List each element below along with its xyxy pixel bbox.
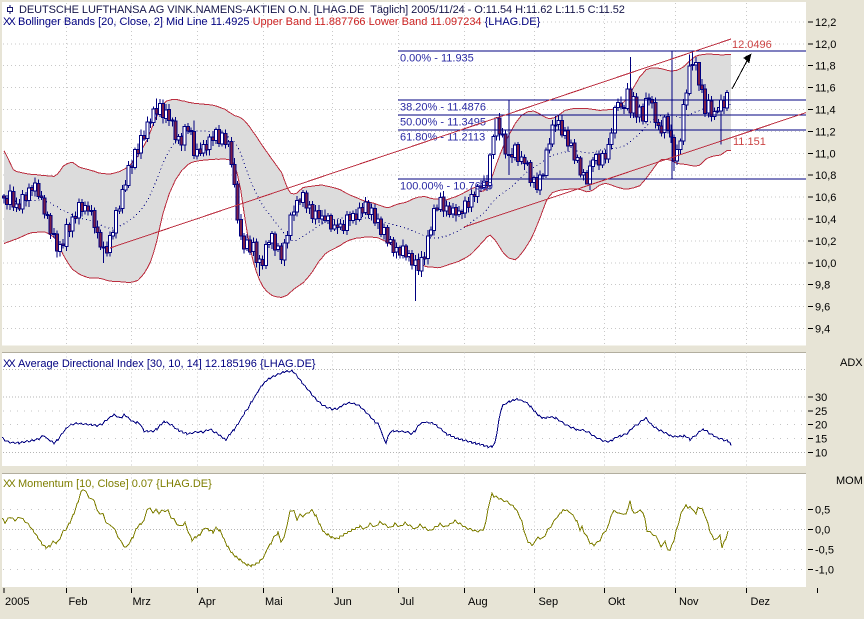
svg-text:Sep: Sep [539, 596, 559, 608]
svg-text:Mai: Mai [265, 596, 283, 608]
svg-text:12,2: 12,2 [815, 17, 836, 29]
svg-text:10,0: 10,0 [815, 258, 836, 270]
svg-text:Aug: Aug [468, 596, 488, 608]
svg-text:12,0: 12,0 [815, 39, 836, 51]
svg-text:MOM: MOM [836, 475, 863, 487]
svg-text:10,6: 10,6 [815, 192, 836, 204]
svg-text:Momentum [10, Close] 0.07 {LHA: Momentum [10, Close] 0.07 {LHAG.DE} [18, 478, 212, 490]
svg-text:Jun: Jun [334, 596, 352, 608]
svg-text:9,6: 9,6 [815, 302, 830, 314]
svg-text:0,0: 0,0 [815, 525, 830, 537]
svg-text:30: 30 [815, 392, 827, 404]
svg-text:10,2: 10,2 [815, 236, 836, 248]
svg-text:Mrz: Mrz [133, 596, 151, 608]
svg-text:Apr: Apr [199, 596, 216, 608]
svg-text:9,8: 9,8 [815, 280, 830, 292]
svg-text:15: 15 [815, 434, 827, 446]
svg-text:11,0: 11,0 [815, 148, 836, 160]
svg-text:11,4: 11,4 [815, 105, 836, 117]
svg-text:25: 25 [815, 406, 827, 418]
svg-text:10,8: 10,8 [815, 170, 836, 182]
svg-text:38.20% - 11.4876: 38.20% - 11.4876 [400, 101, 486, 113]
svg-text:61.80% - 11.2113: 61.80% - 11.2113 [400, 132, 485, 144]
svg-text:-0,5: -0,5 [815, 545, 834, 557]
svg-text:10,4: 10,4 [815, 214, 836, 226]
svg-text:2005: 2005 [5, 596, 29, 608]
svg-text:11,6: 11,6 [815, 83, 836, 95]
svg-text:-1,0: -1,0 [815, 565, 834, 577]
svg-text:12.0496: 12.0496 [732, 39, 772, 51]
svg-text:Nov: Nov [679, 596, 699, 608]
svg-text:Okt: Okt [608, 596, 625, 608]
svg-text:50.00% - 11.3495: 50.00% - 11.3495 [400, 117, 486, 129]
svg-text:9,4: 9,4 [815, 324, 830, 336]
svg-text:Feb: Feb [69, 596, 88, 608]
svg-text:11,8: 11,8 [815, 61, 836, 73]
svg-text:10: 10 [815, 447, 827, 459]
svg-text:11.151: 11.151 [733, 136, 766, 148]
svg-text:0,5: 0,5 [815, 505, 830, 517]
svg-text:Bollinger Bands [20, Close, 2]: Bollinger Bands [20, Close, 2] Mid Line … [18, 16, 541, 28]
svg-text:DEUTSCHE LUFTHANSA AG VINK.NAM: DEUTSCHE LUFTHANSA AG VINK.NAMENS-AKTIEN… [19, 4, 625, 16]
svg-text:0.00% - 11.935: 0.00% - 11.935 [400, 52, 474, 64]
svg-text:Average Directional Index [30,: Average Directional Index [30, 10, 14] 1… [18, 358, 316, 370]
svg-text:11,2: 11,2 [815, 126, 836, 138]
svg-text:Dez: Dez [751, 596, 771, 608]
svg-text:ADX: ADX [840, 357, 863, 369]
svg-text:20: 20 [815, 420, 827, 432]
svg-text:Jul: Jul [400, 596, 414, 608]
svg-text:100.00% - 10.7639: 100.00% - 10.7639 [400, 181, 493, 193]
